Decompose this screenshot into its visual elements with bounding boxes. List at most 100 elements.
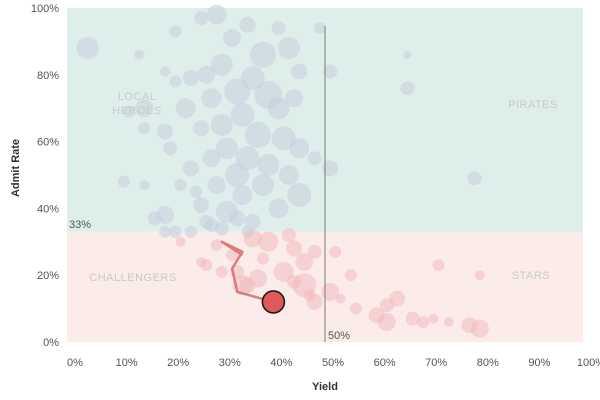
x-tick-label: 0% — [67, 357, 83, 369]
data-point-upper — [202, 149, 221, 168]
data-point-upper — [250, 41, 277, 68]
data-point-upper — [169, 75, 182, 88]
data-point-lower — [196, 256, 207, 267]
reference-label-y: 33% — [69, 219, 91, 231]
data-point-upper — [147, 211, 162, 226]
data-point-upper — [268, 198, 289, 219]
data-point-lower — [405, 311, 420, 326]
data-point-upper — [210, 53, 233, 76]
x-tick-label: 10% — [116, 357, 138, 369]
data-point-lower — [377, 312, 396, 331]
data-point-upper — [322, 160, 339, 177]
data-point-upper — [174, 179, 187, 192]
quadrant-label-top-right: PIRATES — [508, 99, 558, 111]
data-point-upper — [182, 70, 199, 87]
data-point-upper — [244, 121, 271, 148]
data-point-lower — [321, 282, 340, 301]
data-point-lower — [287, 274, 302, 289]
data-point-lower — [428, 313, 439, 324]
quadrant-label-bottom-right: STARS — [512, 270, 550, 282]
data-point-lower — [215, 265, 228, 278]
data-point-upper — [184, 225, 197, 238]
quadrant-label-top-left: LOCAL HEROES — [112, 91, 161, 117]
data-point-lower — [295, 252, 314, 271]
data-point-upper — [230, 102, 255, 127]
data-point-lower — [226, 249, 239, 262]
x-tick-label: 30% — [219, 357, 241, 369]
data-point-upper — [157, 123, 174, 140]
reference-label-x: 50% — [328, 330, 350, 342]
data-point-lower — [239, 277, 256, 294]
data-point-upper — [403, 50, 412, 59]
data-point-upper — [210, 113, 233, 136]
data-point-upper — [313, 22, 326, 35]
data-point-lower — [335, 293, 346, 304]
data-point-upper — [135, 99, 154, 118]
data-point-upper — [197, 65, 216, 84]
x-tick-label: 60% — [374, 357, 396, 369]
data-point-upper — [134, 49, 145, 60]
y-tick-label: 0% — [43, 337, 59, 349]
data-point-lower — [307, 244, 322, 259]
data-point-upper — [76, 37, 99, 60]
data-point-upper — [252, 174, 275, 197]
highlight-point — [261, 290, 286, 314]
data-point-upper — [239, 16, 256, 33]
data-point-upper — [267, 97, 290, 120]
x-tick-label: 50% — [322, 357, 344, 369]
data-point-lower — [273, 261, 294, 282]
data-point-lower — [210, 239, 223, 252]
data-point-upper — [201, 88, 222, 109]
data-point-lower — [443, 316, 454, 327]
x-tick-label: 100% — [577, 357, 600, 369]
data-point-upper — [467, 171, 482, 186]
x-tick-label: 80% — [477, 357, 499, 369]
overlay-layer: LOCAL HEROES PIRATES CHALLENGERS STARS 50% 33% — [69, 26, 558, 342]
data-point-lower — [303, 289, 316, 302]
data-point-upper — [193, 197, 210, 214]
data-point-lower — [389, 290, 406, 307]
data-point-upper — [138, 122, 151, 135]
data-point-upper — [214, 221, 229, 236]
data-point-upper — [215, 137, 238, 160]
x-tick-label: 20% — [167, 357, 189, 369]
data-point-upper — [257, 153, 280, 176]
y-tick-label: 40% — [37, 203, 59, 215]
data-point-upper — [169, 25, 182, 38]
point-layer — [76, 4, 489, 338]
data-point-upper — [400, 81, 415, 96]
data-point-upper — [163, 141, 178, 156]
data-point-upper — [175, 98, 196, 119]
data-point-upper — [139, 180, 150, 191]
data-point-upper — [207, 176, 226, 195]
axis-layer: 0% 20% 40% 60% 80% 100% 0% 10% 20% 30% 40% 50% 60% 70… — [10, 3, 600, 393]
data-point-upper — [225, 163, 250, 187]
data-point-upper — [287, 183, 312, 208]
x-tick-label: 90% — [528, 357, 550, 369]
data-point-upper — [229, 210, 246, 227]
data-point-upper — [193, 120, 210, 137]
highlight-trail — [220, 240, 274, 304]
data-point-lower — [474, 270, 485, 281]
data-point-lower — [286, 240, 303, 257]
y-tick-label: 100% — [31, 3, 59, 15]
data-point-upper — [323, 64, 338, 79]
data-point-upper — [199, 214, 214, 229]
data-point-lower — [243, 229, 262, 248]
data-point-upper — [223, 29, 242, 48]
data-point-upper — [271, 126, 296, 151]
data-point-lower — [258, 231, 279, 252]
data-point-upper — [117, 175, 130, 188]
x-axis-title: Yield — [312, 381, 338, 393]
data-point-upper — [271, 21, 286, 36]
data-point-upper — [224, 78, 251, 105]
data-point-lower — [257, 252, 270, 265]
data-point-upper — [160, 66, 171, 77]
data-point-upper — [169, 225, 182, 238]
data-point-upper — [122, 105, 135, 118]
x-tick-label: 70% — [425, 357, 447, 369]
y-axis-title: Admit Rate — [10, 139, 22, 197]
data-point-upper — [182, 160, 199, 177]
